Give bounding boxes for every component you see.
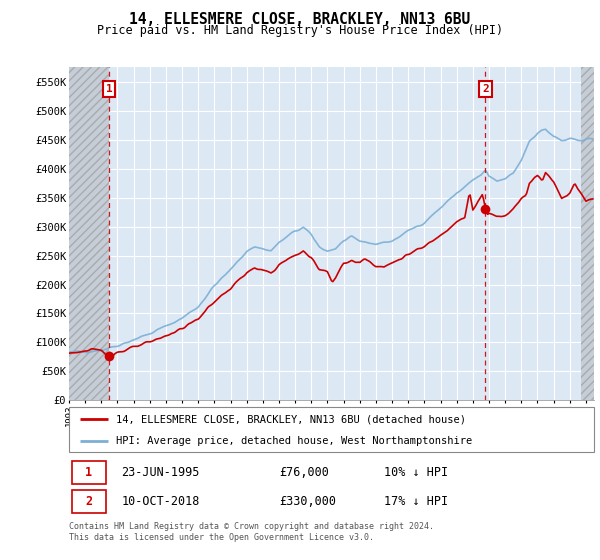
Bar [71, 490, 106, 513]
Text: 14, ELLESMERE CLOSE, BRACKLEY, NN13 6BU: 14, ELLESMERE CLOSE, BRACKLEY, NN13 6BU [130, 12, 470, 27]
Text: 1: 1 [106, 84, 112, 94]
Text: Price paid vs. HM Land Registry's House Price Index (HPI): Price paid vs. HM Land Registry's House … [97, 24, 503, 37]
Text: 1: 1 [85, 466, 92, 479]
Text: 17% ↓ HPI: 17% ↓ HPI [384, 495, 448, 508]
Text: 23-JUN-1995: 23-JUN-1995 [121, 466, 200, 479]
Text: 10% ↓ HPI: 10% ↓ HPI [384, 466, 448, 479]
Text: £76,000: £76,000 [279, 466, 329, 479]
Bar [69, 67, 109, 400]
Text: 10-OCT-2018: 10-OCT-2018 [121, 495, 200, 508]
Text: £330,000: £330,000 [279, 495, 336, 508]
Text: HPI: Average price, detached house, West Northamptonshire: HPI: Average price, detached house, West… [116, 436, 473, 446]
Bar [71, 461, 106, 484]
Bar [581, 67, 594, 400]
Text: This data is licensed under the Open Government Licence v3.0.: This data is licensed under the Open Gov… [69, 533, 374, 542]
Text: 2: 2 [85, 495, 92, 508]
Text: 2: 2 [482, 84, 489, 94]
Text: Contains HM Land Registry data © Crown copyright and database right 2024.: Contains HM Land Registry data © Crown c… [69, 522, 434, 531]
Text: 14, ELLESMERE CLOSE, BRACKLEY, NN13 6BU (detached house): 14, ELLESMERE CLOSE, BRACKLEY, NN13 6BU … [116, 414, 466, 424]
